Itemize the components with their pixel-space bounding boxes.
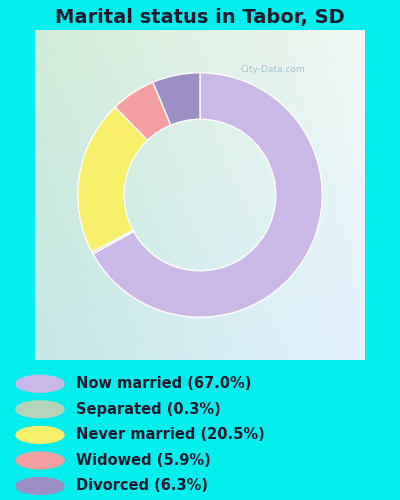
Circle shape (16, 452, 64, 469)
Wedge shape (92, 230, 134, 254)
Text: Never married (20.5%): Never married (20.5%) (76, 428, 265, 442)
Circle shape (16, 478, 64, 494)
Wedge shape (93, 73, 322, 317)
Circle shape (16, 426, 64, 444)
Circle shape (16, 376, 64, 392)
Text: City-Data.com: City-Data.com (240, 65, 305, 74)
Text: Widowed (5.9%): Widowed (5.9%) (76, 453, 211, 468)
Wedge shape (153, 73, 200, 125)
Wedge shape (115, 82, 171, 140)
Text: Divorced (6.3%): Divorced (6.3%) (76, 478, 208, 494)
Wedge shape (78, 107, 148, 252)
Text: Separated (0.3%): Separated (0.3%) (76, 402, 221, 417)
Circle shape (16, 401, 64, 418)
Text: Marital status in Tabor, SD: Marital status in Tabor, SD (55, 8, 345, 27)
Text: Now married (67.0%): Now married (67.0%) (76, 376, 251, 392)
